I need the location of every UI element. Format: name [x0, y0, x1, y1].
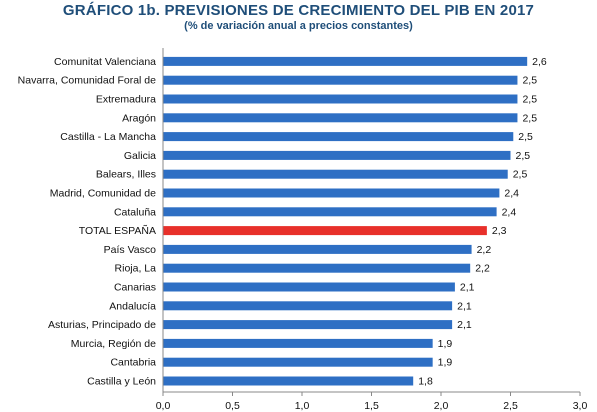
category-label: Extremadura [96, 94, 156, 106]
value-label: 2,2 [475, 263, 490, 275]
bar [163, 244, 472, 254]
x-tick-label: 2,0 [434, 400, 449, 412]
bar [163, 207, 497, 217]
category-label: País Vasco [104, 244, 156, 256]
value-label: 2,5 [522, 94, 537, 106]
bar [163, 169, 508, 179]
bar [163, 282, 455, 292]
category-label: Comunitat Valenciana [54, 56, 156, 68]
value-label: 1,8 [418, 376, 433, 388]
value-label: 2,5 [522, 75, 537, 87]
category-label: Murcia, Región de [71, 338, 156, 350]
x-tick-label: 1,5 [364, 400, 379, 412]
category-label: TOTAL ESPAÑA [79, 224, 156, 237]
value-label: 2,1 [460, 282, 475, 294]
category-label: Rioja, La [115, 263, 157, 275]
bar-highlight [163, 226, 487, 236]
bar [163, 150, 511, 160]
x-tick-label: 3,0 [573, 400, 588, 412]
value-label: 2,1 [457, 319, 472, 331]
bar [163, 263, 471, 273]
x-tick-label: 1,0 [295, 400, 310, 412]
bar [163, 56, 528, 66]
bar [163, 94, 518, 104]
category-label: Navarra, Comunidad Foral de [18, 75, 156, 87]
value-label: 2,1 [457, 300, 472, 312]
bar [163, 188, 500, 198]
value-label: 2,5 [513, 169, 528, 181]
bar [163, 75, 518, 85]
x-tick-label: 0,5 [225, 400, 240, 412]
x-tick-label: 2,5 [503, 400, 518, 412]
bar [163, 357, 433, 367]
chart-subtitle: (% de variación anual a precios constant… [184, 20, 413, 32]
category-label: Canarias [114, 282, 156, 294]
bar [163, 301, 453, 311]
value-label: 1,9 [438, 338, 453, 350]
category-label: Cataluña [114, 206, 156, 218]
value-label: 2,4 [504, 188, 519, 200]
bar [163, 338, 433, 348]
category-label: Castilla y León [87, 376, 156, 388]
category-label: Cantabria [110, 357, 156, 369]
value-label: 2,5 [516, 150, 531, 162]
category-label: Aragón [122, 112, 156, 124]
category-label: Castilla - La Mancha [60, 131, 156, 143]
chart-title: GRÁFICO 1b. PREVISIONES DE CRECIMIENTO D… [62, 2, 535, 19]
value-label: 1,9 [438, 357, 453, 369]
x-tick-label: 0,0 [156, 400, 171, 412]
category-label: Balears, Illes [96, 169, 156, 181]
value-label: 2,6 [532, 56, 547, 68]
value-label: 2,2 [477, 244, 492, 256]
bar [163, 132, 514, 142]
category-label: Madrid, Comunidad de [50, 188, 156, 200]
bar [163, 376, 414, 386]
value-label: 2,3 [492, 225, 507, 237]
category-label: Andalucía [109, 300, 156, 312]
bar [163, 320, 453, 330]
bar [163, 113, 518, 123]
category-label: Galicia [124, 150, 156, 162]
value-label: 2,4 [502, 206, 517, 218]
value-label: 2,5 [522, 112, 537, 124]
category-label: Asturias, Principado de [48, 319, 156, 331]
value-label: 2,5 [518, 131, 533, 143]
